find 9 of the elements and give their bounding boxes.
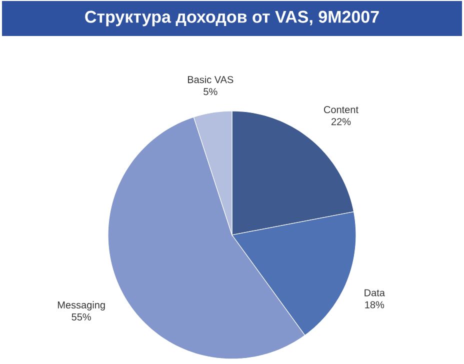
slice-label: Basic VAS	[188, 76, 234, 84]
data-label: 55%	[72, 313, 91, 321]
slice-label: Content	[324, 106, 358, 114]
chart-title: Структура доходов от VAS, 9M2007	[85, 10, 379, 26]
data-label: 18%	[365, 301, 384, 308]
slice-label: Data	[364, 289, 385, 296]
data-label: 22%	[332, 118, 351, 126]
slice-label: Messaging	[58, 301, 105, 310]
data-label: 5%	[204, 88, 218, 96]
